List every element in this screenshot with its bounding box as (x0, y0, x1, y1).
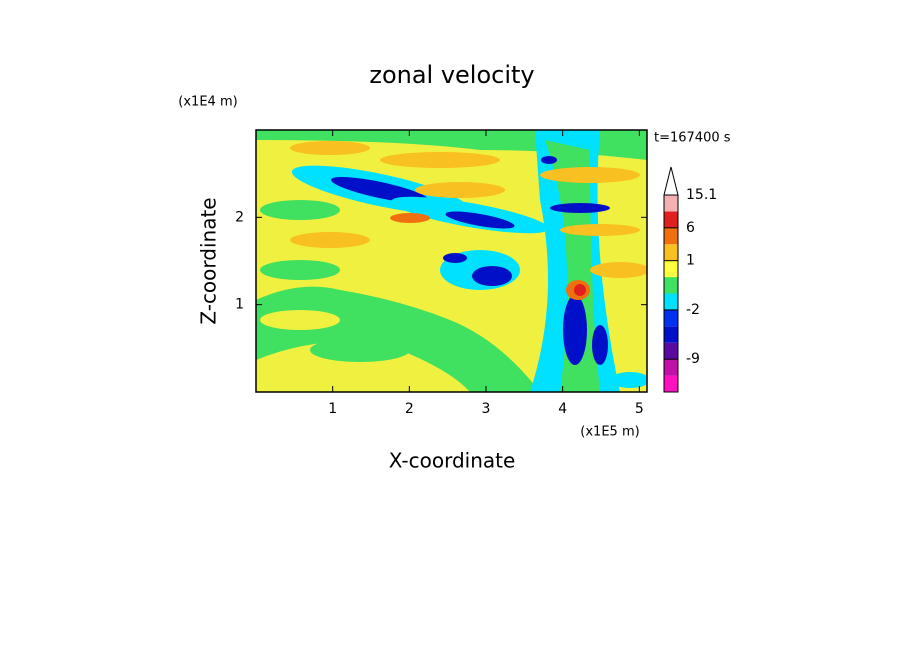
time-annotation: t=167400 s (654, 131, 731, 146)
colorbar-band (664, 195, 678, 212)
colorbar-band (664, 293, 678, 310)
colorbar-band (664, 227, 678, 245)
x-tick-label: 3 (482, 401, 491, 417)
colorbar-band (664, 326, 678, 343)
colorbar-band (664, 375, 678, 392)
colorbar-arrow (663, 166, 679, 196)
x-tick-label: 4 (558, 401, 567, 417)
colorbar-label: 1 (686, 253, 695, 269)
chart-title: zonal velocity (369, 61, 534, 89)
colorbar-label: 6 (686, 220, 695, 236)
x-tick-label: 2 (405, 401, 414, 417)
colorbar-band (664, 244, 678, 261)
x-tick-label: 1 (328, 401, 337, 417)
colorbar-band (664, 342, 678, 360)
colorbar-label: 15.1 (686, 187, 717, 203)
y-unit: (x1E4 m) (178, 95, 237, 110)
colorbar-label: -2 (686, 302, 700, 318)
colorbar-band (664, 309, 678, 327)
colorbar-band (664, 211, 678, 228)
x-unit: (x1E5 m) (580, 425, 639, 440)
colorbar-band (664, 260, 678, 278)
y-axis-title: Z-coordinate (197, 197, 221, 324)
y-tick-label: 2 (235, 209, 244, 225)
y-tick-label: 1 (235, 297, 244, 313)
plot-frame (255, 129, 648, 393)
colorbar-label: -9 (686, 351, 700, 367)
x-tick-label: 5 (635, 401, 644, 417)
colorbar-band (664, 359, 678, 376)
colorbar-band (664, 277, 678, 294)
x-axis-title: X-coordinate (389, 449, 516, 473)
contour-field (256, 130, 647, 392)
